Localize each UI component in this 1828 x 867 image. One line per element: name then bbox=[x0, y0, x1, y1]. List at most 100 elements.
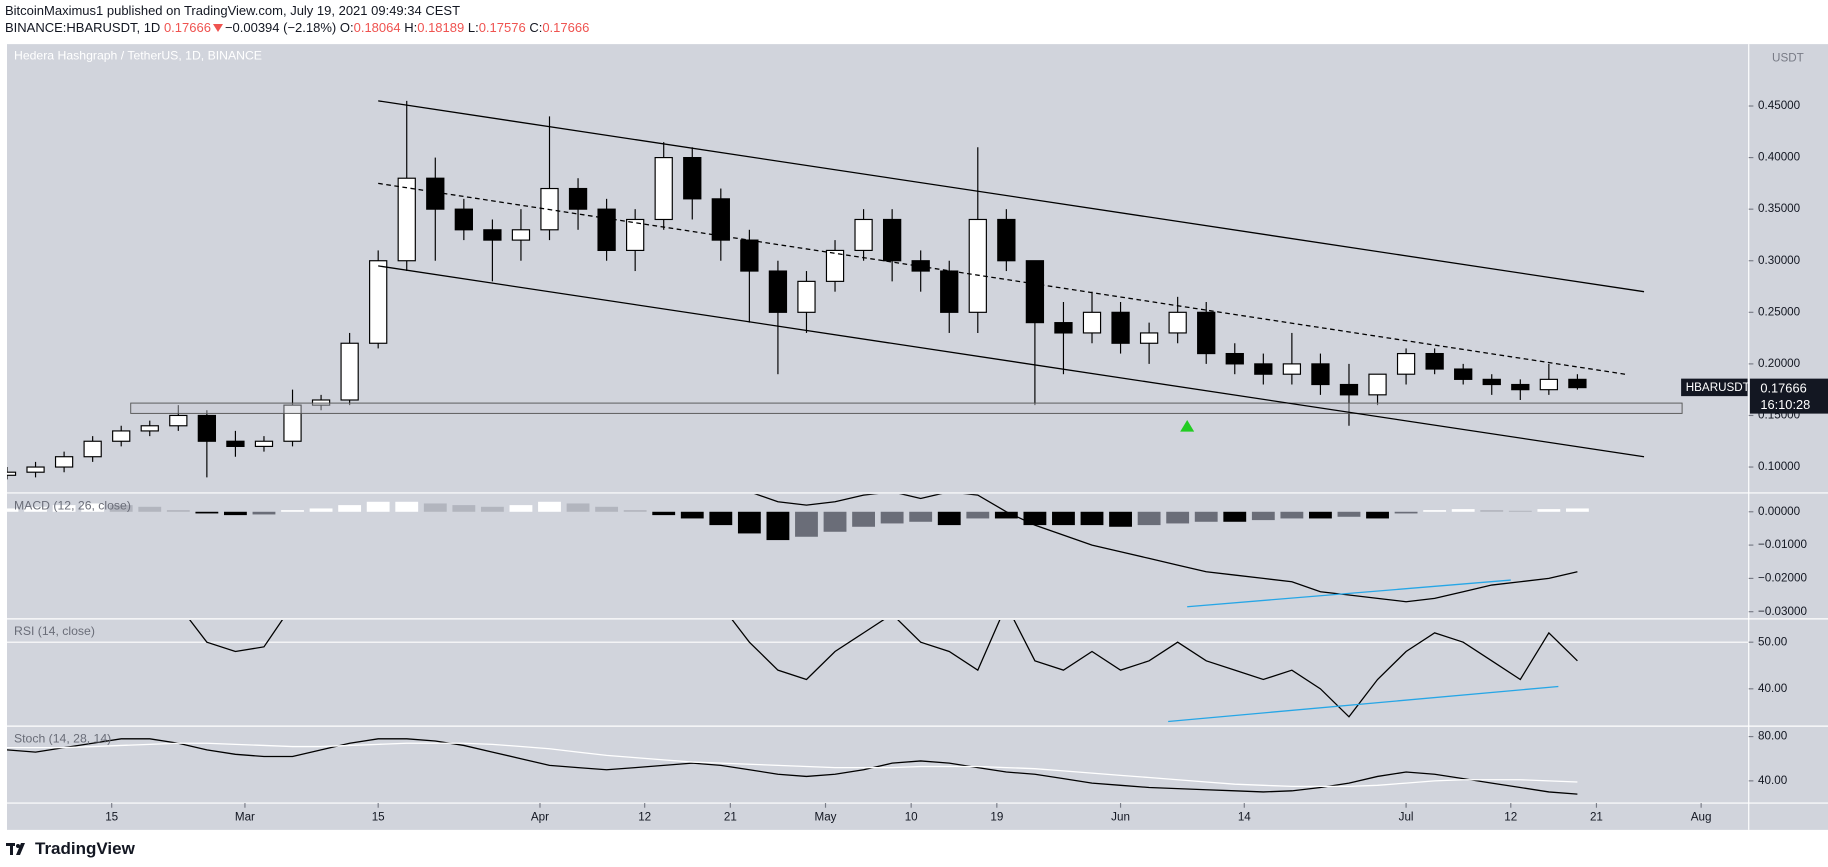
ohlc-high: 0.18189 bbox=[417, 20, 465, 35]
x-tick-label: Aug bbox=[1691, 811, 1712, 824]
histogram-bar bbox=[195, 511, 219, 514]
candle-body bbox=[568, 187, 588, 210]
candle-body bbox=[1368, 373, 1387, 396]
candle-body bbox=[1539, 378, 1559, 391]
histogram-bar bbox=[109, 505, 133, 512]
histogram-bar bbox=[166, 510, 190, 512]
y-tick-label: −0.02000 bbox=[1758, 571, 1807, 584]
histogram-bar bbox=[1080, 511, 1104, 526]
histogram-bar bbox=[1052, 511, 1075, 526]
y-tick-label: 0.40000 bbox=[1758, 151, 1801, 164]
histogram-bar bbox=[1337, 511, 1361, 517]
histogram-bar bbox=[566, 503, 590, 512]
candle-body bbox=[1568, 378, 1587, 389]
histogram-bar bbox=[1194, 511, 1218, 522]
x-tick-label: Jun bbox=[1111, 811, 1130, 824]
candle-body bbox=[1482, 378, 1501, 386]
last-price-box bbox=[1749, 378, 1828, 414]
ohlc-open: 0.18064 bbox=[353, 20, 401, 35]
pane-title: MACD (12, 26, close) bbox=[14, 498, 131, 512]
candle-body bbox=[1425, 352, 1444, 370]
histogram-bar bbox=[1137, 511, 1161, 526]
histogram-bar bbox=[1280, 511, 1304, 519]
trend-line bbox=[378, 100, 1645, 293]
indicator-line bbox=[6, 738, 1578, 795]
histogram-bar bbox=[623, 510, 647, 512]
candle-body bbox=[426, 177, 445, 210]
trend-line bbox=[378, 265, 1645, 458]
histogram-bar bbox=[1109, 511, 1132, 527]
candle-body bbox=[1396, 352, 1416, 375]
histogram-bar bbox=[252, 511, 276, 515]
candle-body bbox=[626, 218, 645, 252]
axis-unit: USDT bbox=[1772, 52, 1804, 65]
candle-body bbox=[1054, 322, 1073, 334]
change: −0.00394 (−2.18%) bbox=[224, 20, 337, 35]
histogram-bar bbox=[909, 511, 933, 522]
candle-body bbox=[169, 414, 188, 427]
candle-body bbox=[254, 440, 274, 447]
histogram-bar bbox=[1166, 511, 1190, 524]
histogram-bar bbox=[823, 511, 847, 532]
candle-body bbox=[1511, 383, 1530, 391]
histogram-bar bbox=[81, 503, 105, 512]
y-tick-label: −0.01000 bbox=[1758, 538, 1807, 551]
candle-body bbox=[1082, 311, 1102, 334]
publish-line: BitcoinMaximus1 published on TradingView… bbox=[5, 3, 461, 18]
histogram-bar bbox=[966, 511, 990, 519]
countdown: 16:10:28 bbox=[1760, 397, 1810, 412]
candle-body bbox=[1168, 311, 1187, 334]
candle-body bbox=[1197, 311, 1216, 355]
x-tick-label: 14 bbox=[1238, 811, 1251, 824]
candle-body bbox=[6, 471, 17, 476]
candle-body bbox=[197, 414, 217, 442]
ohlc-close: 0.17666 bbox=[542, 20, 590, 35]
candle-body bbox=[511, 229, 531, 241]
histogram-bar bbox=[852, 511, 876, 527]
candle-body bbox=[711, 198, 730, 241]
y-tick-label: 0.10000 bbox=[1758, 460, 1801, 473]
ohlc-low-label: L: bbox=[467, 20, 479, 35]
candle-body bbox=[83, 440, 102, 458]
chart: 15 Mar 15 Apr 12 21 May 10 19 Jun 14 Jul 12 21 Aug 0.10… bbox=[6, 44, 1828, 830]
pane bbox=[6, 100, 1683, 480]
candle-body bbox=[854, 218, 873, 252]
down-arrow bbox=[212, 24, 223, 32]
ohlc-open-label: O: bbox=[339, 20, 354, 35]
pane bbox=[6, 494, 1589, 608]
support-zone bbox=[130, 402, 1683, 414]
candle-body bbox=[369, 260, 388, 344]
histogram-bar bbox=[423, 503, 447, 512]
candle-body bbox=[1311, 363, 1330, 386]
histogram-bar bbox=[1394, 511, 1418, 514]
x-tick-label: 15 bbox=[372, 811, 385, 824]
histogram-bar bbox=[709, 511, 733, 526]
y-tick-label: 0.35000 bbox=[1758, 202, 1801, 215]
histogram-bar bbox=[880, 511, 904, 524]
histogram-bar bbox=[1223, 511, 1247, 522]
candle-body bbox=[483, 229, 502, 241]
histogram-bar bbox=[737, 511, 761, 534]
x-tick-label: 21 bbox=[724, 811, 737, 824]
trend-line bbox=[1168, 685, 1559, 723]
y-tick-label: 40.00 bbox=[1758, 682, 1788, 695]
candle-body bbox=[1025, 260, 1045, 324]
x-tick-label: 21 bbox=[1590, 811, 1603, 824]
candle-body bbox=[825, 249, 845, 282]
candle-body bbox=[311, 399, 331, 406]
y-tick-label: 0.20000 bbox=[1758, 357, 1801, 370]
candle-body bbox=[397, 177, 416, 262]
indicator-line bbox=[189, 620, 1578, 718]
y-tick-label: 40.00 bbox=[1758, 774, 1788, 787]
candle-body bbox=[1339, 383, 1359, 396]
brand: TradingView bbox=[35, 838, 135, 858]
logo bbox=[6, 842, 25, 855]
pane bbox=[6, 738, 1578, 795]
histogram-bar bbox=[1251, 511, 1275, 521]
ohlc-low: 0.17576 bbox=[478, 20, 526, 35]
histogram-bar bbox=[309, 508, 333, 512]
x-tick-label: Apr bbox=[531, 811, 549, 824]
candle-body bbox=[997, 218, 1016, 262]
header: BitcoinMaximus1 published on TradingView… bbox=[0, 0, 1828, 44]
